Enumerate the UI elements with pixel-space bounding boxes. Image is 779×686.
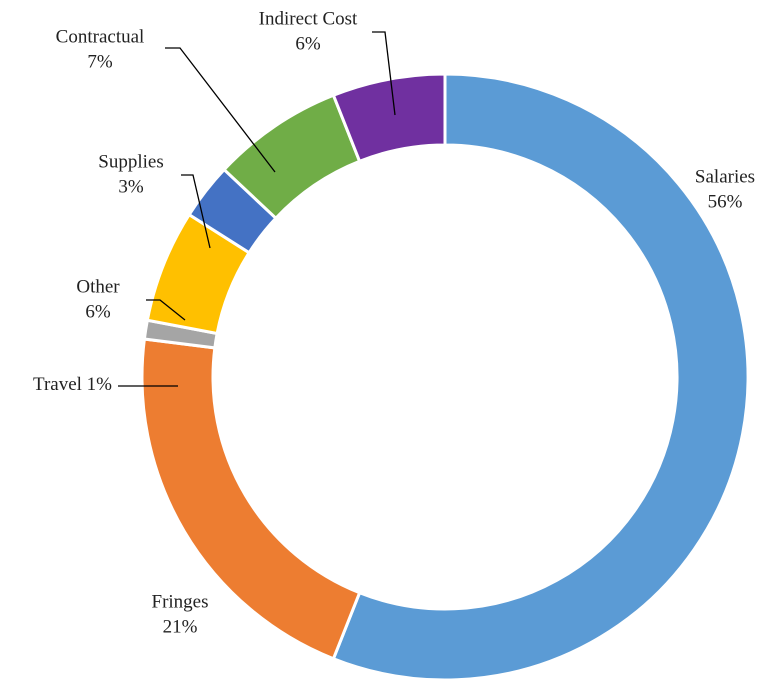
- slice-label: Travel 1%: [33, 374, 112, 395]
- leader-lines: [118, 31, 396, 387]
- value-label: 1%: [87, 374, 113, 395]
- leader-line: [372, 31, 396, 116]
- value-label: 7%: [87, 51, 113, 72]
- category-label: Salaries: [695, 166, 755, 187]
- category-label: Other: [76, 276, 120, 297]
- leader-line: [146, 299, 186, 321]
- category-label: Indirect Cost: [259, 8, 358, 29]
- category-label: Travel: [33, 374, 82, 395]
- labels: Salaries 56% Fringes 21% Travel 1% Other 6% Sup…: [33, 8, 755, 637]
- slice: [331, 72, 447, 164]
- value-label: 21%: [163, 616, 198, 637]
- value-label: 6%: [85, 301, 111, 322]
- value-label: 6%: [295, 33, 321, 54]
- slice: [331, 72, 750, 682]
- category-label: Fringes: [152, 591, 209, 612]
- value-label: 3%: [118, 176, 144, 197]
- donut: [140, 72, 750, 682]
- category-label: Contractual: [56, 26, 145, 47]
- leader-line: [181, 174, 211, 249]
- category-label: Supplies: [98, 151, 163, 172]
- value-label: 56%: [708, 191, 743, 212]
- leader-line: [165, 47, 276, 173]
